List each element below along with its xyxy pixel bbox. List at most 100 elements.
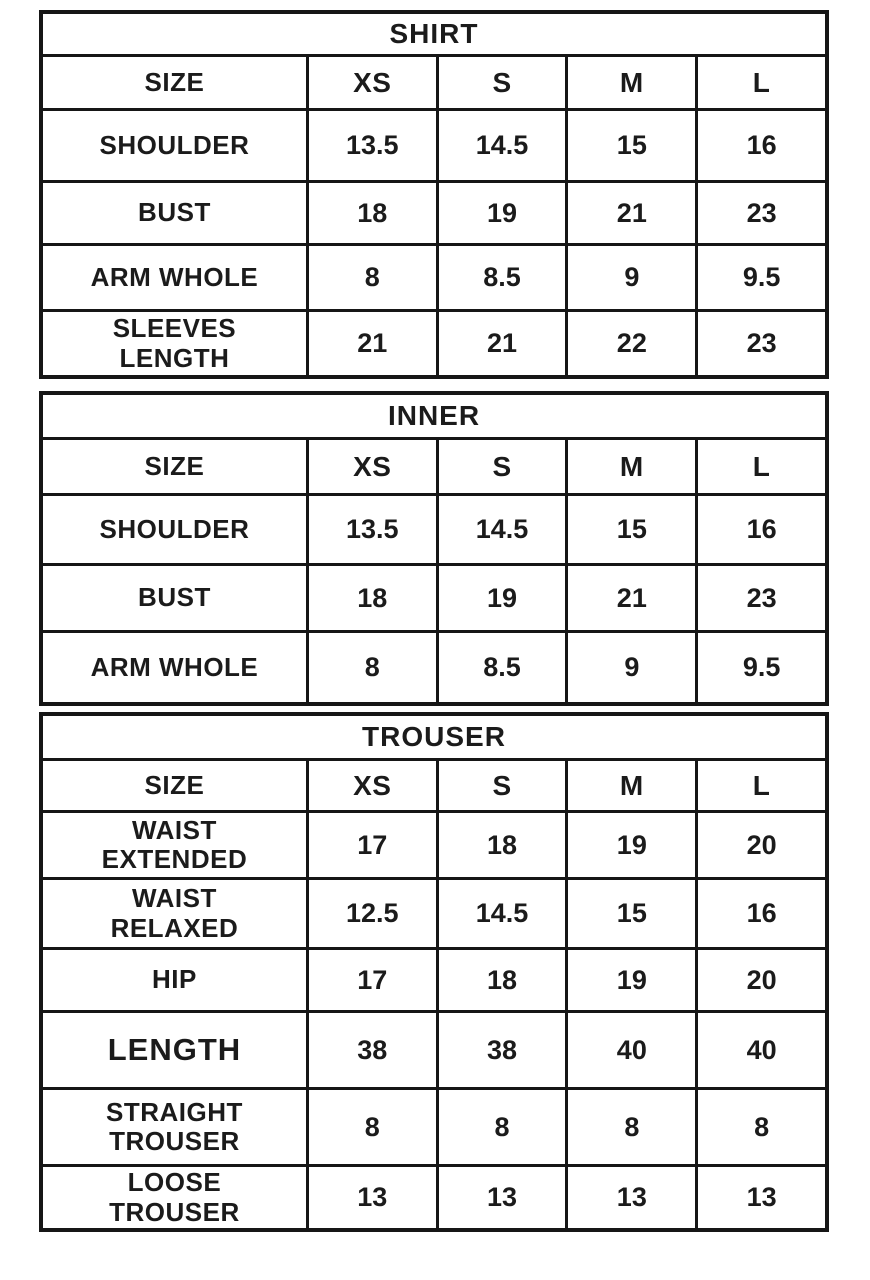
size-header-label: SIZE xyxy=(43,761,309,810)
measurement-value: 21 xyxy=(568,183,699,243)
measurement-value: 13 xyxy=(439,1167,569,1228)
measurement-value: 14.5 xyxy=(439,111,569,180)
measurement-value: 13.5 xyxy=(309,496,439,563)
row-straight-trouser: STRAIGHT TROUSER 8 8 8 8 xyxy=(43,1090,825,1167)
row-sleeves-length: SLEEVES LENGTH 21 21 22 23 xyxy=(43,312,825,375)
measurement-value: 40 xyxy=(746,1034,777,1065)
measurement-value: 21 xyxy=(439,312,569,375)
row-label: BUST xyxy=(43,566,309,630)
row-shoulder: SHOULDER 13.5 14.5 15 16 xyxy=(43,111,825,183)
size-col-m: M xyxy=(568,57,699,108)
measurement-value: 14.5 xyxy=(439,880,569,947)
measurement-value: 23 xyxy=(746,197,777,228)
measurement-value: 15 xyxy=(568,111,699,180)
row-waist-extended: WAIST EXTENDED 17 18 19 20 xyxy=(43,813,825,880)
row-arm-whole: ARM WHOLE 8 8.5 9 9.5 xyxy=(43,246,825,312)
size-table-trouser: TROUSER SIZE XS S M L WAIST EXTENDED 17 18 19 20 WA… xyxy=(39,712,829,1232)
row-length: LENGTH 38 38 40 40 xyxy=(43,1013,825,1090)
measurement-value: 18 xyxy=(309,566,439,630)
measurement-value: 16 xyxy=(746,898,777,929)
size-chart: SHIRT SIZE XS S M L SHOULDER 13.5 14.5 15 16 BUST 18… xyxy=(39,10,829,1232)
row-waist-relaxed: WAIST RELAXED 12.5 14.5 15 16 xyxy=(43,880,825,950)
size-col-l: L xyxy=(752,450,771,482)
size-table-inner: INNER SIZE XS S M L SHOULDER 13.5 14.5 15 16 BUST 18… xyxy=(39,391,829,706)
size-col-xs: XS xyxy=(309,57,439,108)
size-col-m: M xyxy=(568,761,699,810)
size-header-label: SIZE xyxy=(43,440,309,493)
size-header-row: SIZE XS S M L xyxy=(43,761,825,813)
measurement-value: 12.5 xyxy=(309,880,439,947)
row-label: WAIST EXTENDED xyxy=(43,813,309,877)
size-col-s: S xyxy=(439,440,569,493)
measurement-value: 9.5 xyxy=(742,262,781,293)
row-label: SHOULDER xyxy=(43,111,309,180)
row-label: HIP xyxy=(43,950,309,1010)
measurement-value: 20 xyxy=(746,829,777,860)
row-label: ARM WHOLE xyxy=(43,633,309,702)
size-col-s: S xyxy=(439,761,569,810)
measurement-value: 18 xyxy=(439,813,569,877)
measurement-value: 15 xyxy=(568,496,699,563)
row-hip: HIP 17 18 19 20 xyxy=(43,950,825,1013)
table-title: INNER xyxy=(43,395,825,440)
row-arm-whole: ARM WHOLE 8 8.5 9 9.5 xyxy=(43,633,825,702)
row-label: LENGTH xyxy=(43,1013,309,1087)
measurement-value: 13 xyxy=(568,1167,699,1228)
measurement-value: 40 xyxy=(568,1013,699,1087)
measurement-value: 13.5 xyxy=(309,111,439,180)
measurement-value: 8.5 xyxy=(439,246,569,309)
table-title: TROUSER xyxy=(43,716,825,761)
measurement-value: 9 xyxy=(568,633,699,702)
row-label: ARM WHOLE xyxy=(43,246,309,309)
size-col-s: S xyxy=(439,57,569,108)
measurement-value: 18 xyxy=(439,950,569,1010)
measurement-value: 16 xyxy=(746,514,777,545)
table-title: SHIRT xyxy=(43,14,825,57)
size-col-l: L xyxy=(752,769,771,801)
row-bust: BUST 18 19 21 23 xyxy=(43,183,825,246)
row-label: WAIST RELAXED xyxy=(43,880,309,947)
row-loose-trouser: LOOSE TROUSER 13 13 13 13 xyxy=(43,1167,825,1228)
row-label: STRAIGHT TROUSER xyxy=(43,1090,309,1164)
measurement-value: 8 xyxy=(309,246,439,309)
size-table-shirt: SHIRT SIZE XS S M L SHOULDER 13.5 14.5 15 16 BUST 18… xyxy=(39,10,829,379)
measurement-value: 19 xyxy=(439,183,569,243)
size-header-row: SIZE XS S M L xyxy=(43,440,825,496)
measurement-value: 23 xyxy=(746,582,777,613)
row-label: LOOSE TROUSER xyxy=(43,1167,309,1228)
measurement-value: 17 xyxy=(309,950,439,1010)
measurement-value: 21 xyxy=(568,566,699,630)
measurement-value: 19 xyxy=(568,950,699,1010)
size-col-xs: XS xyxy=(309,761,439,810)
measurement-value: 19 xyxy=(439,566,569,630)
measurement-value: 38 xyxy=(439,1013,569,1087)
measurement-value: 17 xyxy=(309,813,439,877)
measurement-value: 19 xyxy=(568,813,699,877)
measurement-value: 8 xyxy=(439,1090,569,1164)
measurement-value: 23 xyxy=(746,328,777,359)
measurement-value: 13 xyxy=(746,1182,777,1213)
measurement-value: 21 xyxy=(309,312,439,375)
measurement-value: 8 xyxy=(568,1090,699,1164)
measurement-value: 8 xyxy=(754,1111,770,1142)
size-col-m: M xyxy=(568,440,699,493)
measurement-value: 20 xyxy=(746,964,777,995)
measurement-value: 8.5 xyxy=(439,633,569,702)
measurement-value: 8 xyxy=(309,633,439,702)
size-header-label: SIZE xyxy=(43,57,309,108)
measurement-value: 16 xyxy=(746,130,777,161)
measurement-value: 9.5 xyxy=(742,652,781,683)
measurement-value: 22 xyxy=(568,312,699,375)
size-col-l: L xyxy=(752,66,771,98)
row-shoulder: SHOULDER 13.5 14.5 15 16 xyxy=(43,496,825,566)
measurement-value: 14.5 xyxy=(439,496,569,563)
row-label: BUST xyxy=(43,183,309,243)
measurement-value: 38 xyxy=(309,1013,439,1087)
size-header-row: SIZE XS S M L xyxy=(43,57,825,111)
row-label: SHOULDER xyxy=(43,496,309,563)
measurement-value: 8 xyxy=(309,1090,439,1164)
row-bust: BUST 18 19 21 23 xyxy=(43,566,825,633)
size-col-xs: XS xyxy=(309,440,439,493)
measurement-value: 18 xyxy=(309,183,439,243)
row-label: SLEEVES LENGTH xyxy=(43,312,309,375)
